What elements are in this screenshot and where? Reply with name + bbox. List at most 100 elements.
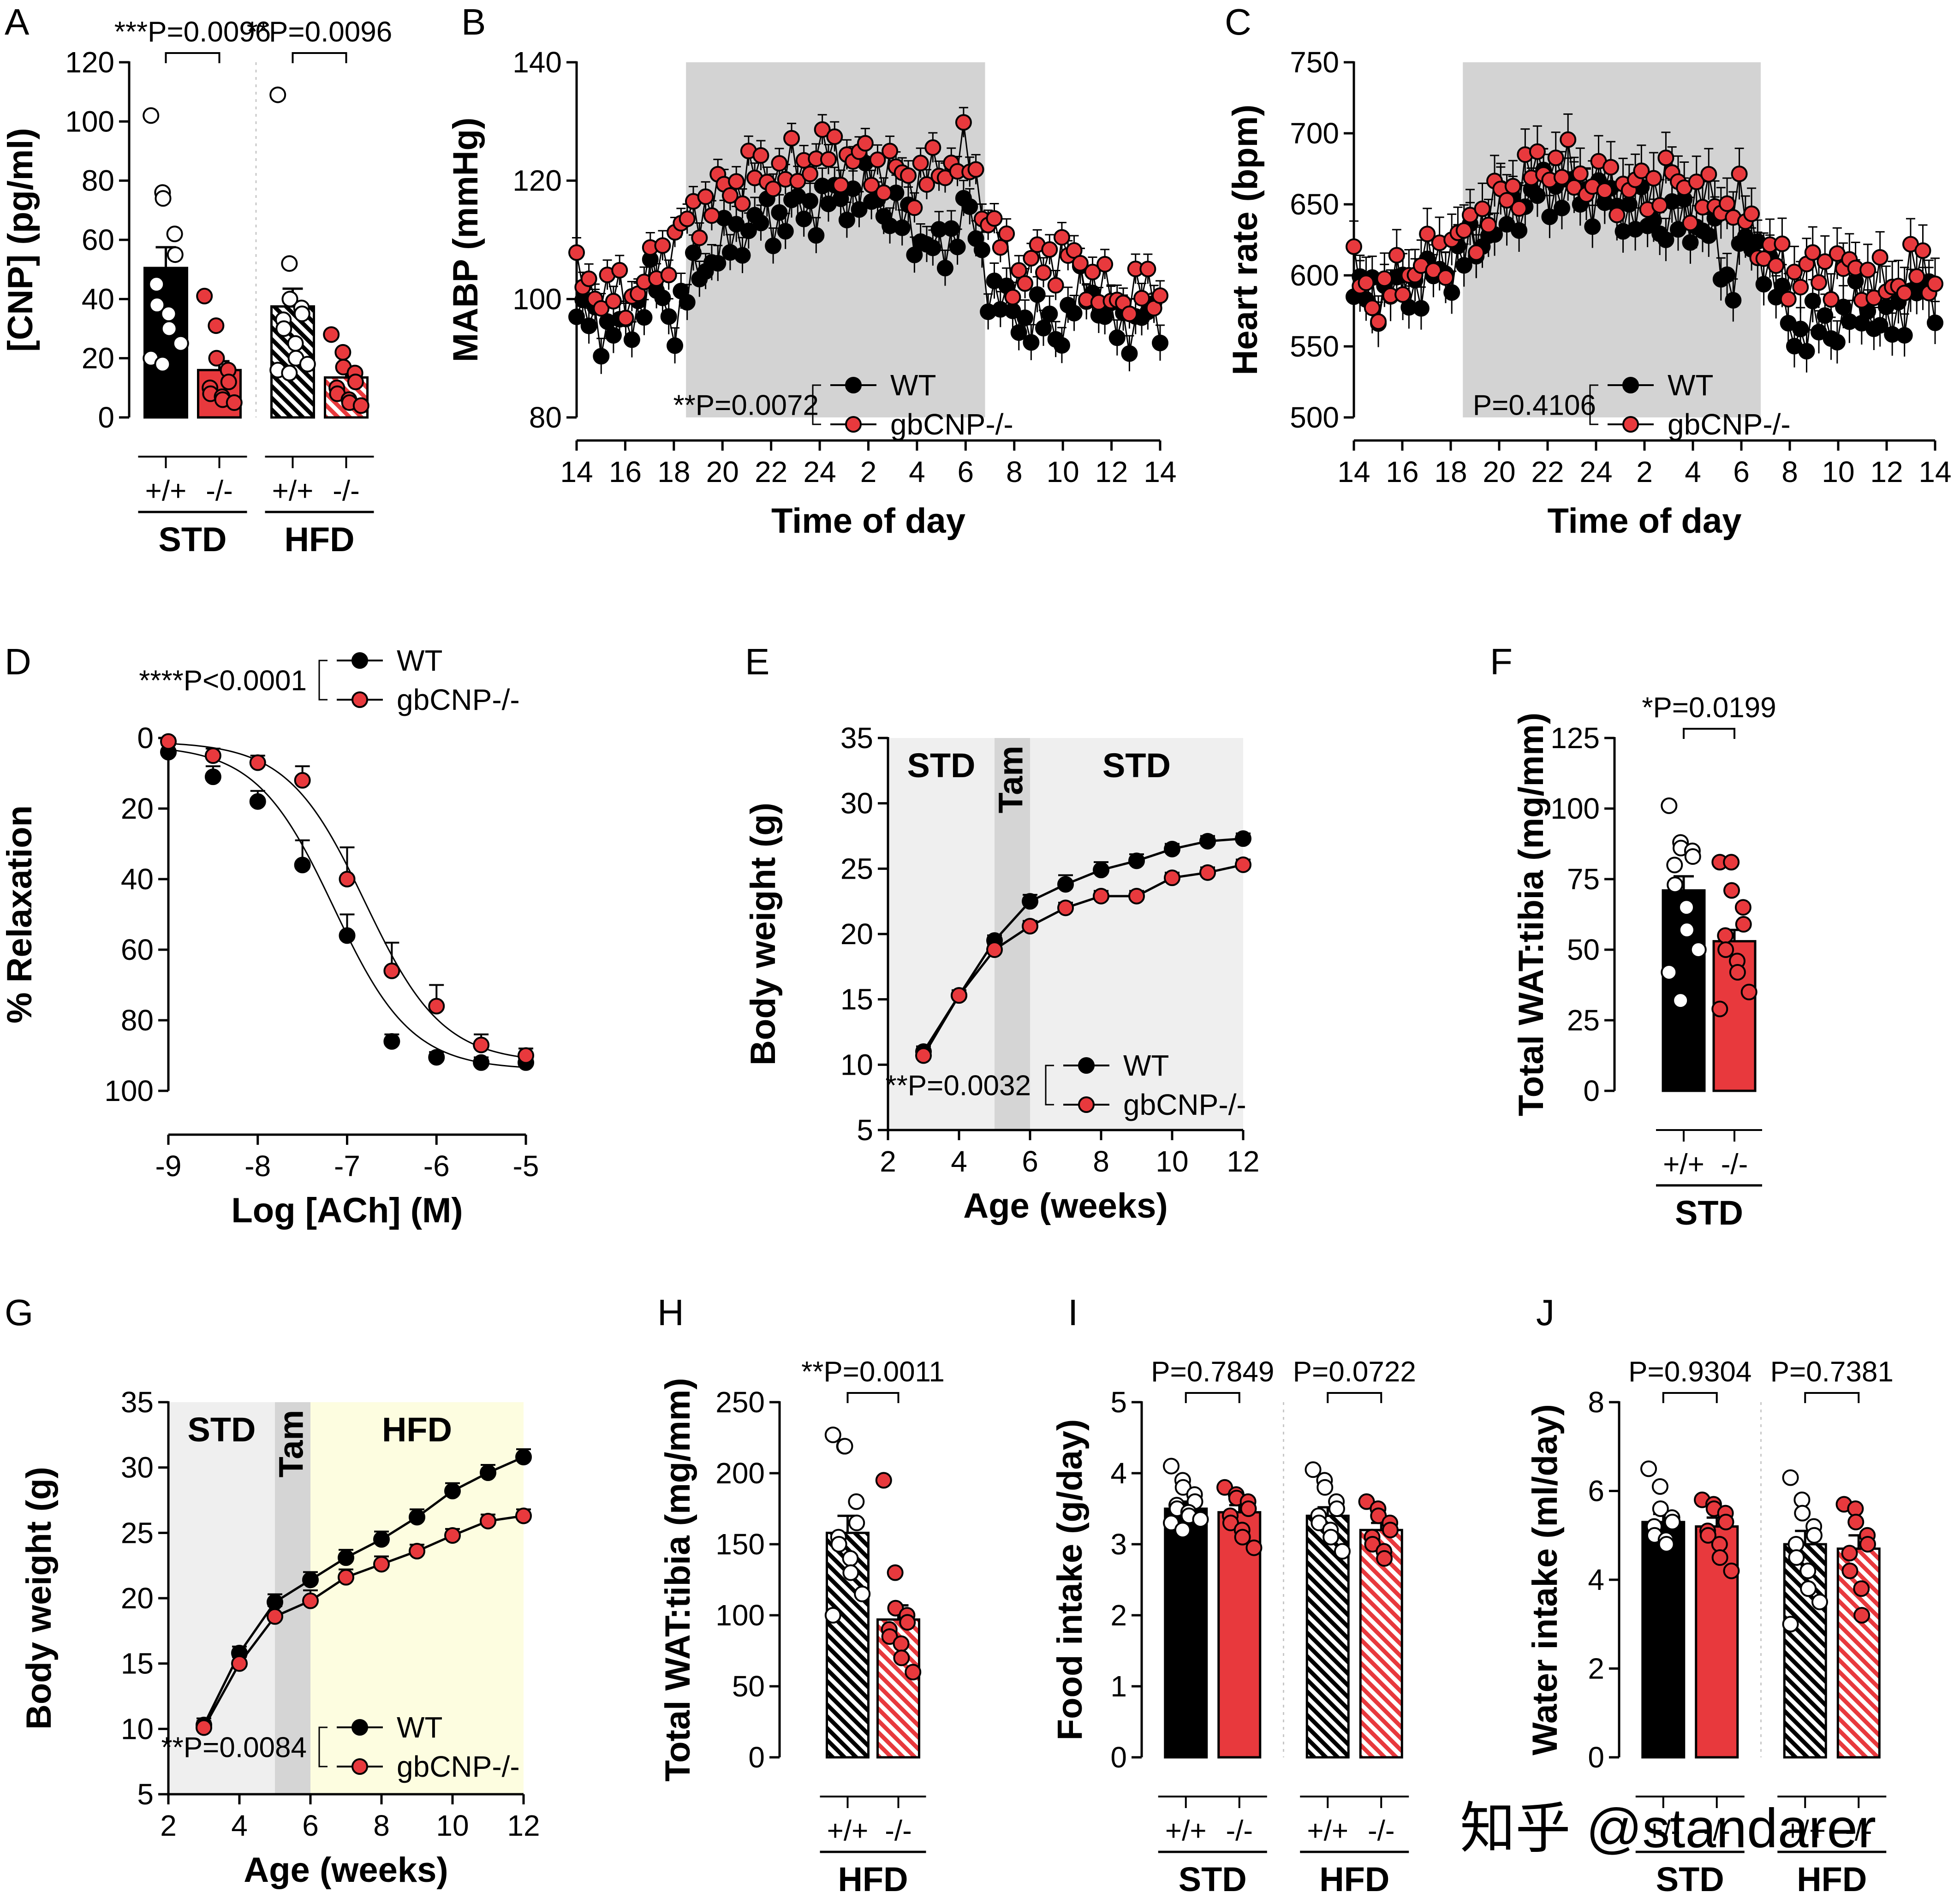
y-tick-label: 550 <box>1290 330 1339 363</box>
series-line <box>203 1456 524 1726</box>
data-point <box>1560 131 1577 148</box>
x-tick-label: 24 <box>1579 455 1612 488</box>
y-axis-title: Body weight (g) <box>744 803 783 1065</box>
data-point <box>771 155 788 172</box>
data-point <box>771 204 788 221</box>
data-point <box>352 397 369 414</box>
x-tick-label: 4 <box>951 1145 967 1178</box>
data-point <box>204 747 221 764</box>
data-point <box>1376 1550 1393 1567</box>
comparison-bracket <box>846 1392 900 1403</box>
data-point <box>480 1512 496 1529</box>
y-tick-label: 35 <box>840 721 873 755</box>
data-point <box>691 229 708 246</box>
data-point <box>154 356 171 373</box>
data-point <box>654 237 671 254</box>
data-point <box>973 241 990 258</box>
data-point <box>208 350 225 367</box>
data-point <box>848 1514 865 1531</box>
data-point <box>1853 1607 1871 1624</box>
data-point <box>986 210 1003 227</box>
data-point <box>1835 298 1852 315</box>
y-tick-label: 6 <box>1588 1475 1604 1508</box>
legend-bracket <box>318 660 328 701</box>
data-point <box>1084 263 1101 280</box>
genotype-label: -/- <box>1721 1148 1748 1180</box>
region-label: STD <box>188 1410 256 1449</box>
data-point <box>863 177 880 194</box>
fit-curve <box>168 749 526 1068</box>
data-point <box>1163 1458 1180 1475</box>
x-tick-label: 12 <box>1227 1145 1259 1178</box>
data-point <box>830 1536 847 1553</box>
p-value: **P=0.0011 <box>801 1356 945 1388</box>
x-tick-label: 18 <box>657 455 690 488</box>
data-point <box>1927 275 1943 292</box>
data-point <box>1717 941 1734 958</box>
data-point <box>851 201 868 218</box>
data-point <box>281 364 298 381</box>
data-point <box>1541 208 1558 226</box>
y-tick-label: 80 <box>529 401 562 434</box>
data-point <box>1682 214 1699 232</box>
y-tick-label: 20 <box>121 1582 154 1615</box>
data-point <box>1053 229 1070 246</box>
x-tick-label: 2 <box>1636 455 1653 488</box>
panel-I: I 0 1 2 3 4 5 Food intake (g/day) +/+ -/- +/+ -/- ST… <box>1050 1292 1416 1898</box>
data-point <box>1437 269 1454 286</box>
p-value: P=0.4106 <box>1473 390 1596 422</box>
region-std <box>888 738 995 1130</box>
legend-marker <box>351 1719 368 1736</box>
data-point <box>1240 1500 1257 1517</box>
x-tick-label: 2 <box>880 1145 896 1178</box>
data-point <box>838 211 855 228</box>
p-value: P=0.7849 <box>1151 1356 1274 1388</box>
data-point <box>1723 882 1740 899</box>
data-point <box>149 297 166 314</box>
data-point <box>869 151 886 168</box>
data-point <box>1235 856 1251 873</box>
data-point <box>166 226 183 243</box>
data-point <box>836 1438 853 1455</box>
data-point <box>924 239 941 256</box>
data-point <box>894 219 911 236</box>
x-tick-label: 14 <box>1144 455 1176 488</box>
data-point <box>1740 983 1757 1000</box>
legend-marker <box>1622 377 1639 393</box>
data-point <box>1192 1511 1209 1528</box>
data-point <box>1811 274 1827 291</box>
comparison-bracket <box>1804 1392 1860 1403</box>
data-point <box>196 287 213 304</box>
data-point <box>1022 918 1038 934</box>
data-point <box>334 344 351 361</box>
data-point <box>1871 317 1888 334</box>
region-label: STD <box>907 746 976 785</box>
genotype-label: +/+ <box>1165 1815 1207 1847</box>
p-value: ****P<0.0001 <box>139 665 307 697</box>
genotype-label: +/+ <box>272 475 314 507</box>
data-point <box>323 326 340 343</box>
data-point <box>734 247 751 264</box>
data-point <box>593 300 610 317</box>
data-point <box>1782 1469 1799 1486</box>
bar-0 <box>1662 889 1706 1092</box>
data-point <box>167 246 184 263</box>
legend-bracket <box>318 1726 328 1767</box>
y-tick-label: 35 <box>121 1386 154 1419</box>
bar-0 <box>1641 1521 1686 1759</box>
data-point <box>220 374 237 390</box>
data-point <box>1121 305 1138 322</box>
data-point <box>1657 149 1674 167</box>
data-point <box>1780 291 1797 308</box>
x-tick-label: -5 <box>513 1149 539 1183</box>
data-point <box>667 337 684 354</box>
comparison-bracket <box>1185 1392 1240 1403</box>
genotype-label: -/- <box>885 1815 912 1847</box>
data-point <box>1199 833 1216 850</box>
data-point <box>1847 1513 1865 1530</box>
data-point <box>568 244 585 261</box>
comparison-bracket <box>165 52 220 63</box>
y-tick-label: 750 <box>1290 46 1339 79</box>
data-point <box>1093 887 1109 904</box>
data-point <box>1388 247 1405 264</box>
